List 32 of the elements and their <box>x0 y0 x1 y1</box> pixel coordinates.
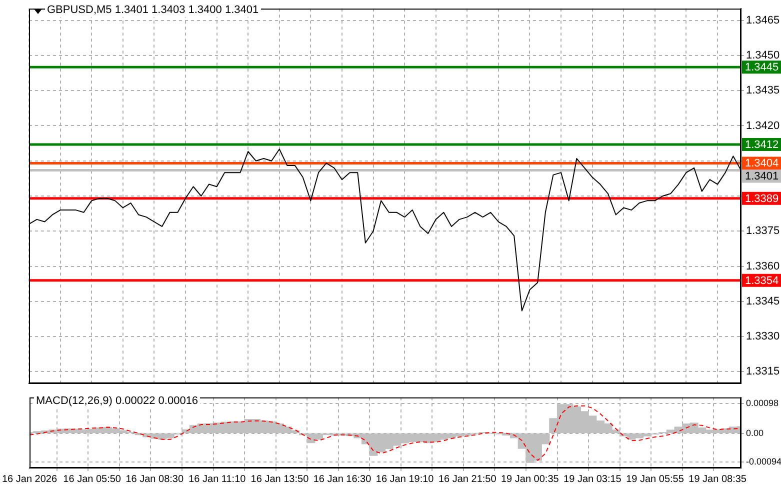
ref-line-label: 1.3389 <box>745 192 779 205</box>
x-tick-label: 16 Jan 08:30 <box>126 474 184 485</box>
ref-line-label: 1.3354 <box>745 274 779 287</box>
x-tick-label: 19 Jan 05:55 <box>626 474 684 485</box>
x-tick-label: 16 Jan 19:10 <box>376 474 434 485</box>
x-tick-label: 19 Jan 00:35 <box>500 474 560 485</box>
ref-line-label: 1.3401 <box>745 170 779 183</box>
x-tick-label: 19 Jan 08:35 <box>688 474 747 485</box>
y-tick-label: 1.3435 <box>746 84 780 97</box>
y-tick-label: 0.00098 <box>746 398 779 408</box>
chart-title: GBPUSD,M5 1.3401 1.3403 1.3400 1.3401 <box>45 4 261 17</box>
x-tick-label: 16 Jan 13:50 <box>250 474 310 485</box>
ref-line-label: 1.3445 <box>745 62 779 74</box>
y-tick-label: 1.3465 <box>746 14 780 26</box>
ref-line-label: 1.3404 <box>745 158 779 170</box>
x-tick-label: 16 Jan 21:50 <box>438 474 497 485</box>
x-tick-label: 19 Jan 03:15 <box>564 474 622 485</box>
y-tick-label: 1.3420 <box>746 120 780 132</box>
x-tick-label: 16 Jan 2026 <box>2 474 58 485</box>
y-tick-label: 1.3315 <box>746 366 780 378</box>
y-tick-label: 1.3375 <box>746 225 780 238</box>
x-tick-label: 16 Jan 11:10 <box>188 474 246 485</box>
x-tick-label: 16 Jan 05:50 <box>63 474 122 485</box>
x-tick-label: 16 Jan 16:30 <box>313 474 372 485</box>
y-tick-label: 1.3450 <box>746 49 780 62</box>
y-tick-label: 1.3345 <box>746 295 780 308</box>
chart-title: MACD(12,26,9) 0.00022 0.00016 <box>34 395 200 408</box>
y-tick-label: 1.3330 <box>746 330 780 343</box>
y-tick-label: 0.00 <box>746 428 764 438</box>
y-tick-label: 1.3360 <box>746 260 780 272</box>
y-tick-label: -0.00094 <box>746 456 781 466</box>
ref-line-label: 1.3412 <box>745 138 779 151</box>
